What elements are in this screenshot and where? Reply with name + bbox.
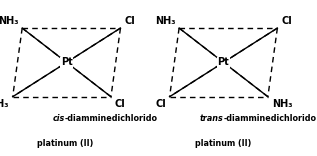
Text: Cl: Cl: [281, 16, 292, 26]
Text: Cl: Cl: [115, 99, 126, 109]
Text: Cl: Cl: [124, 16, 135, 26]
Text: Pt: Pt: [61, 57, 73, 67]
Text: -diamminedichlorido: -diamminedichlorido: [65, 114, 158, 123]
Text: Pt: Pt: [217, 57, 230, 67]
Text: Cl: Cl: [155, 99, 166, 109]
Text: platinum (II): platinum (II): [37, 139, 93, 148]
Text: NH₃: NH₃: [0, 99, 9, 109]
Text: -diamminedichlorido: -diamminedichlorido: [223, 114, 316, 123]
Text: trans: trans: [200, 114, 223, 123]
Text: NH₃: NH₃: [272, 99, 292, 109]
Text: NH₃: NH₃: [0, 16, 18, 26]
Text: NH₃: NH₃: [155, 16, 175, 26]
Text: platinum (II): platinum (II): [195, 139, 252, 148]
Text: cis: cis: [53, 114, 65, 123]
